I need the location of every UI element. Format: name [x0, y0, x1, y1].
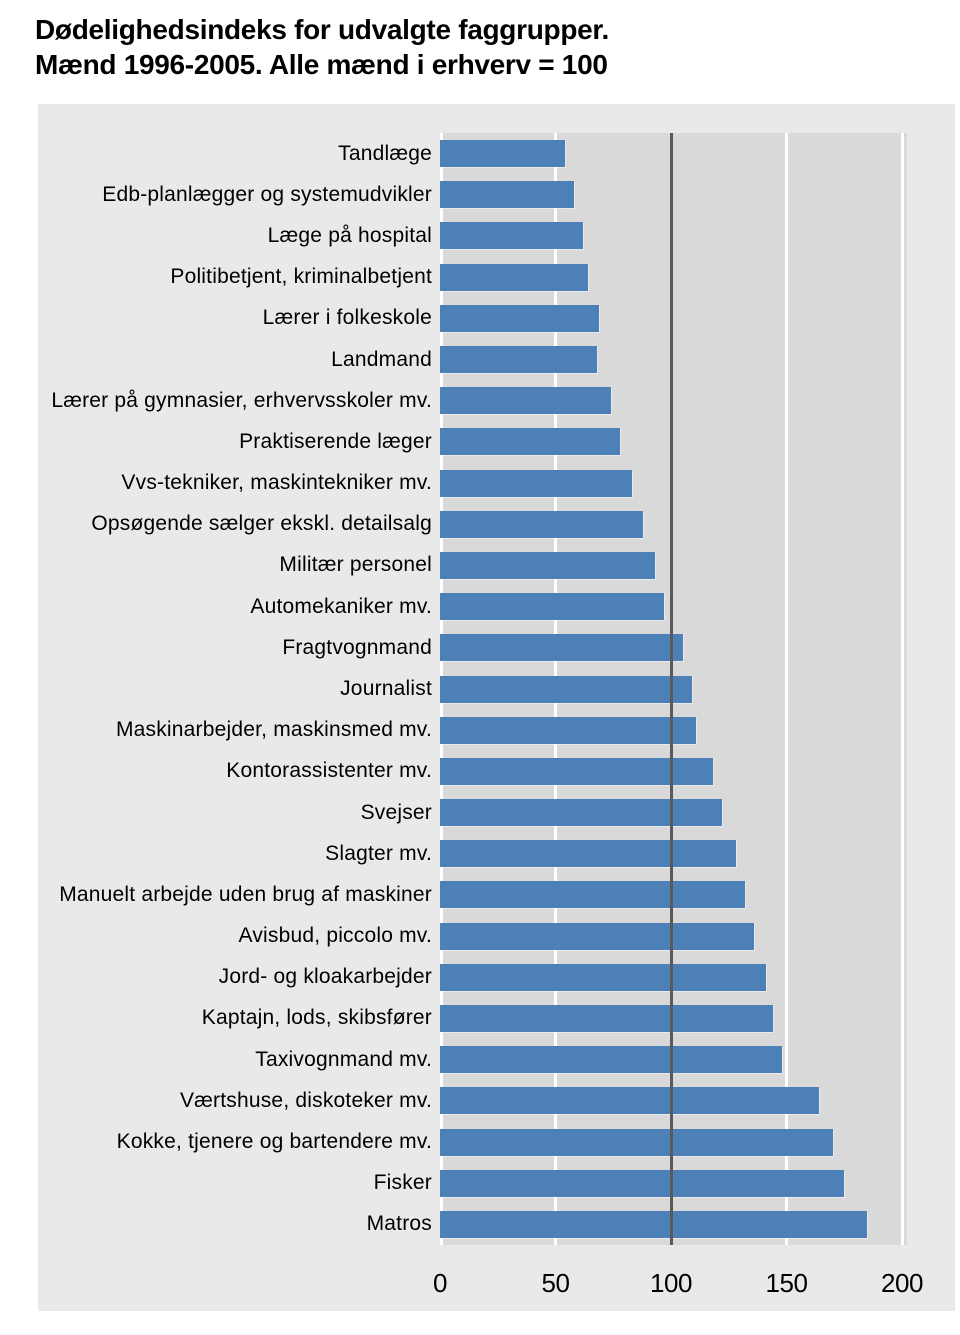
category-label: Journalist — [340, 676, 432, 700]
gridline-150 — [785, 133, 788, 1245]
plot-area — [440, 133, 907, 1245]
category-label: Værtshuse, diskoteker mv. — [179, 1088, 432, 1112]
x-tick-label: 200 — [881, 1268, 923, 1298]
gridline-200 — [900, 133, 904, 1245]
category-label: Læge på hospital — [267, 223, 432, 247]
x-axis: 0 50 100 150 200 — [433, 1264, 923, 1304]
bar — [440, 469, 632, 497]
category-label: Manuelt arbejde uden brug af maskiner — [59, 882, 432, 906]
category-label: Fragtvognmand — [282, 635, 432, 659]
category-label: Automekaniker mv. — [250, 594, 432, 618]
category-label: Landmand — [331, 347, 432, 371]
category-label: Tandlæge — [338, 141, 432, 165]
category-label: Matros — [366, 1212, 432, 1236]
bar — [440, 1046, 782, 1074]
bar — [440, 716, 697, 744]
category-label: Opsøgende sælger ekskl. detailsalg — [91, 512, 432, 536]
bar — [440, 263, 588, 291]
category-labels: Tandlæge Edb-planlægger og systemudvikler… — [38, 133, 432, 1245]
bar — [440, 1004, 773, 1032]
category-label: Maskinarbejder, maskinsmed mv. — [115, 718, 432, 742]
bar — [440, 881, 745, 909]
x-tick-label: 100 — [650, 1268, 692, 1298]
bar — [440, 1128, 833, 1156]
bar — [440, 387, 611, 415]
x-tick-label: 0 — [433, 1268, 447, 1298]
category-label: Edb-planlægger og systemudvikler — [102, 182, 432, 206]
chart-panel: Tandlæge Edb-planlægger og systemudvikler… — [38, 104, 955, 1311]
bar — [440, 222, 584, 250]
category-label: Lærer i folkeskole — [262, 306, 432, 330]
bar — [440, 510, 644, 538]
bar — [440, 428, 621, 456]
category-label: Fisker — [373, 1171, 432, 1195]
bar — [440, 181, 574, 209]
category-label: Svejser — [360, 800, 432, 824]
reference-line-100 — [669, 133, 673, 1245]
category-label: Avisbud, piccolo mv. — [238, 924, 432, 948]
x-tick-label: 150 — [765, 1268, 808, 1298]
bar — [440, 757, 713, 785]
bar — [440, 840, 736, 868]
bar — [440, 1210, 868, 1238]
category-label: Kontorassistenter mv. — [226, 759, 432, 783]
category-label: Taxivognmand mv. — [255, 1047, 432, 1071]
bar — [440, 963, 766, 991]
bar — [440, 634, 683, 662]
category-label: Militær personel — [279, 553, 432, 577]
bar — [440, 675, 692, 703]
bar — [440, 140, 565, 168]
chart-title-line1: Dødelighedsindeks for udvalgte faggruppe… — [35, 14, 609, 45]
category-label: Kokke, tjenere og bartendere mv. — [116, 1130, 432, 1154]
bar — [440, 1087, 819, 1115]
chart-title: Dødelighedsindeks for udvalgte faggruppe… — [35, 12, 609, 82]
bar — [440, 346, 598, 374]
bar — [440, 593, 665, 621]
category-label: Kaptajn, lods, skibsfører — [201, 1006, 432, 1030]
bar — [440, 922, 755, 950]
category-label: Lærer på gymnasier, erhvervsskoler mv. — [51, 388, 432, 412]
bar — [440, 1169, 845, 1197]
category-label: Slagter mv. — [325, 841, 432, 865]
category-label: Jord- og kloakarbejder — [218, 965, 432, 989]
bar — [440, 304, 600, 332]
bar — [440, 799, 722, 827]
category-label: Vvs-tekniker, maskintekniker mv. — [121, 471, 432, 495]
chart-title-line2: Mænd 1996-2005. Alle mænd i erhverv = 10… — [35, 49, 608, 80]
bar — [440, 551, 655, 579]
x-tick-label: 50 — [541, 1268, 570, 1298]
category-label: Politibetjent, kriminalbetjent — [170, 265, 432, 289]
category-label: Praktiserende læger — [239, 429, 432, 453]
